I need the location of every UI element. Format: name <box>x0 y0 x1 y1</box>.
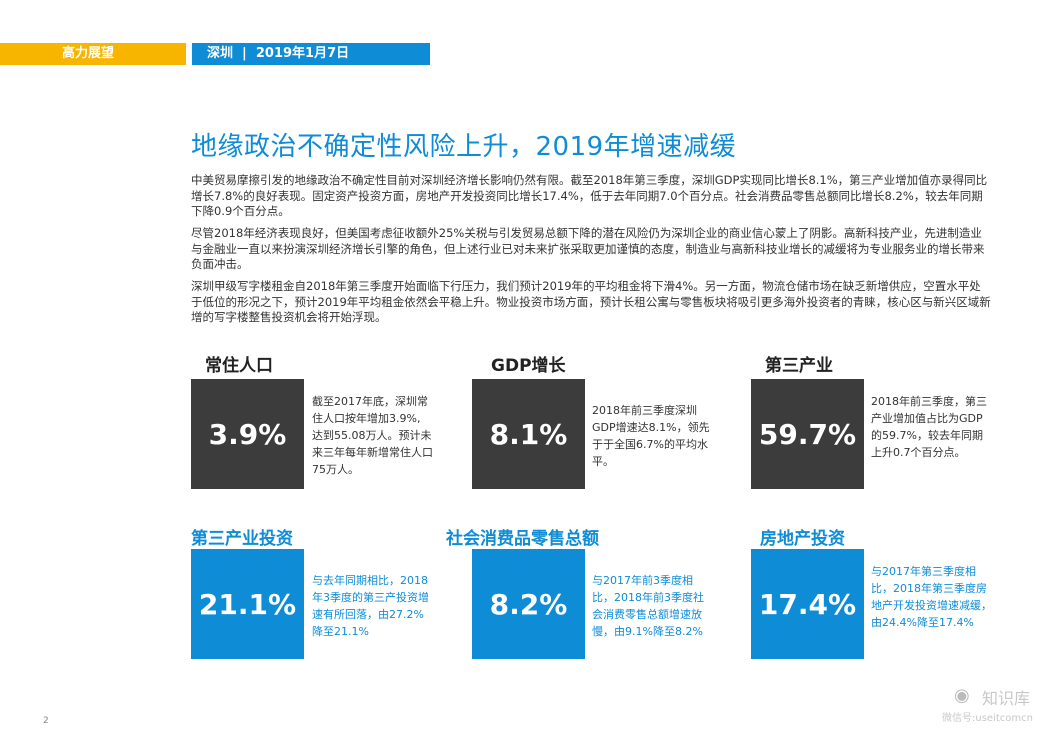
watermark: ◉ 知识库 微信号:useitcomcn <box>942 683 1052 727</box>
stat-label-gdp: GDP增长 <box>491 356 566 376</box>
stat-value-tertiary: 59.7% <box>751 379 864 489</box>
header-location-date: 深圳 | 2019年1月7日 <box>207 46 350 61</box>
stat-desc-gdp: 2018年前三季度深圳GDP增速达8.1%，领先于于全国6.7%的平均水平。 <box>592 404 710 468</box>
paragraph-risk: 尽管2018年经济表现良好，但美国考虑征收额外25%关税与引发贸易总额下降的潜在… <box>191 226 985 271</box>
paragraph-market: 深圳甲级写字楼租金自2018年第三季度开始面临下行压力，我们预计2019年的平均… <box>191 279 991 324</box>
stat-label-tertiary: 第三产业 <box>765 356 833 376</box>
page-number: 2 <box>43 716 49 726</box>
header-brand: 高力展望 <box>62 46 115 61</box>
stat-desc-population: 截至2017年底，深圳常住人口按年增加3.9%, 达到55.08万人。预计未来三… <box>312 395 433 476</box>
paragraph-economy: 中美贸易摩擦引发的地缘政治不确定性目前对深圳经济增长影响仍然有限。截至2018年… <box>191 173 988 218</box>
stat-desc-tertiary-investment: 与去年同期相比，2018年3季度的第三产投资增速有所回落，由27.2%降至21.… <box>312 574 429 638</box>
wechat-icon: ◉ <box>954 685 970 706</box>
stat-value-tertiary-investment: 21.1% <box>191 549 304 659</box>
stat-label-retail: 社会消费品零售总额 <box>446 529 599 549</box>
watermark-brand: 知识库 <box>982 689 1031 708</box>
watermark-sub: 微信号:useitcomcn <box>942 713 1033 724</box>
stat-value-retail: 8.2% <box>472 549 585 659</box>
stat-desc-tertiary: 2018年前三季度，第三产业增加值占比为GDP的59.7%，较去年同期上升0.7… <box>871 395 987 459</box>
header-brand-bar: 高力展望 <box>0 43 186 65</box>
stat-label-population: 常住人口 <box>205 356 273 376</box>
stat-desc-real-estate: 与2017年第三季度相比，2018年第三季度房地产开发投资增速减缓，由24.4%… <box>871 565 992 629</box>
stat-label-real-estate: 房地产投资 <box>760 529 845 549</box>
page-title: 地缘政治不确定性风险上升，2019年增速减缓 <box>191 132 737 162</box>
stat-desc-retail: 与2017年前3季度相比，2018年前3季度社会消费零售总额增速放慢，由9.1%… <box>592 574 704 638</box>
stat-value-real-estate: 17.4% <box>751 549 864 659</box>
stat-value-gdp: 8.1% <box>472 379 585 489</box>
stat-value-population: 3.9% <box>191 379 304 489</box>
stat-label-tertiary-investment: 第三产业投资 <box>191 529 293 549</box>
header-location-bar: 深圳 | 2019年1月7日 <box>192 43 430 65</box>
